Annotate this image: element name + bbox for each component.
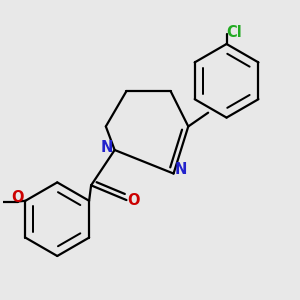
Text: N: N	[175, 162, 187, 177]
Text: O: O	[11, 190, 24, 205]
Text: N: N	[101, 140, 113, 154]
Text: O: O	[128, 193, 140, 208]
Text: Cl: Cl	[226, 25, 242, 40]
